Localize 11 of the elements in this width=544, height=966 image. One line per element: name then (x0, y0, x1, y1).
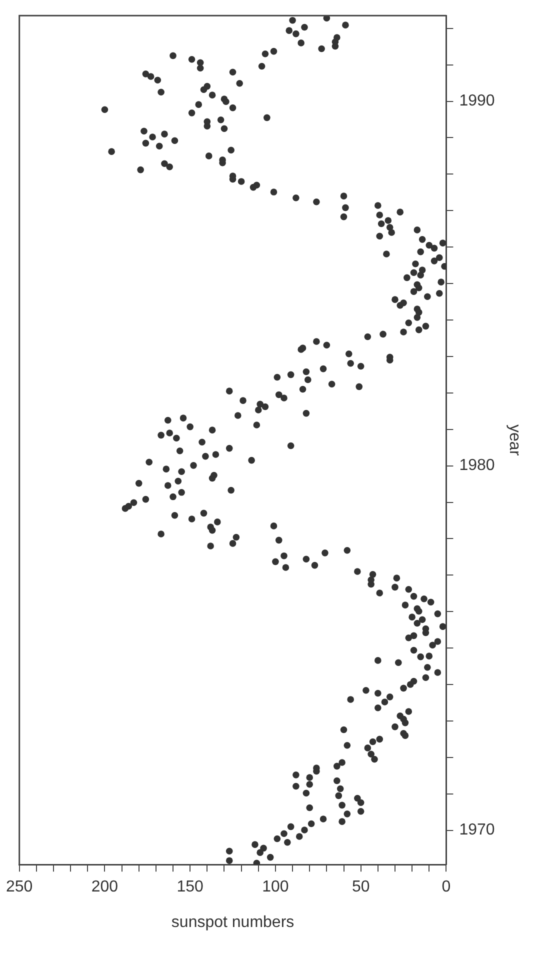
x-tick-label: 0 (442, 878, 451, 896)
y-tick-label: 1970 (459, 822, 495, 839)
x-tick-label: 250 (6, 878, 33, 896)
y-axis-title: year (506, 424, 523, 456)
x-tick-label: 200 (91, 878, 118, 896)
x-axis-title: sunspot numbers (171, 914, 294, 931)
x-tick-label: 50 (352, 878, 370, 896)
y-tick-label: 1990 (459, 92, 495, 110)
x-tick-label: 100 (262, 878, 289, 896)
y-tick-label: 1980 (459, 457, 495, 474)
x-tick-label: 150 (176, 878, 204, 896)
